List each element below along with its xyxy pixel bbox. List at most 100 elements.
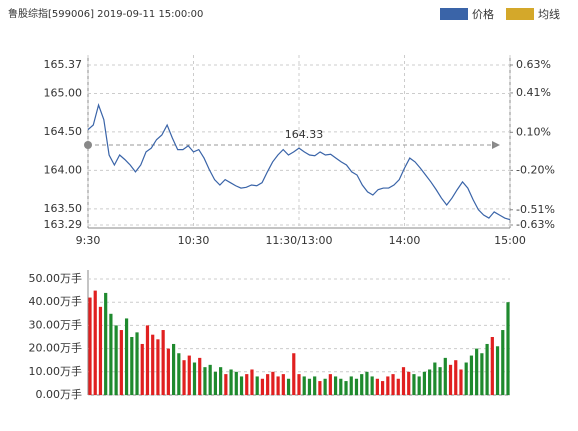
volume-bar [286, 378, 291, 395]
volume-bar [422, 371, 426, 395]
volume-bar [151, 334, 155, 395]
volume-bar [119, 330, 123, 395]
volume-bar [172, 343, 176, 395]
volume-bar [104, 292, 108, 395]
x-tick-label: 10:30 [178, 234, 210, 247]
y-tick-label: 163.29 [44, 218, 83, 231]
volume-bar [454, 360, 458, 395]
volume-bar [271, 371, 275, 395]
volume-bar [229, 369, 233, 395]
volume-bar [98, 306, 103, 395]
y-tick-label: 165.00 [44, 86, 83, 99]
volume-bar [401, 367, 406, 395]
volume-bar [459, 369, 463, 395]
y-tick-label: 164.50 [44, 125, 83, 138]
volume-bar [297, 374, 301, 395]
y2-tick-label: -0.51% [516, 203, 555, 216]
volume-bar [250, 369, 254, 395]
volume-bar [313, 376, 317, 395]
volume-bar [182, 360, 186, 395]
x-tick-label: 9:30 [76, 234, 101, 247]
y2-tick-label: 0.63% [516, 58, 551, 71]
volume-bar [438, 367, 442, 395]
volume-bar [391, 374, 395, 395]
y-tick-label: 20.00万手 [29, 341, 83, 355]
volume-bar [213, 371, 217, 395]
volume-bar [239, 376, 244, 395]
volume-bar [433, 362, 437, 395]
volume-bar [464, 362, 468, 395]
y-tick-label: 30.00万手 [29, 317, 83, 331]
x-tick-label: 15:00 [494, 234, 526, 247]
volume-bar [375, 378, 379, 395]
volume-bar [281, 374, 285, 395]
y-tick-label: 163.50 [44, 202, 83, 215]
reference-label: 164.33 [285, 128, 324, 141]
volume-bar [88, 297, 92, 395]
volume-bar [396, 378, 400, 395]
volume-bar [266, 374, 270, 395]
volume-bar [370, 376, 374, 395]
volume-bar [292, 353, 296, 395]
y2-tick-label: -0.20% [516, 163, 555, 176]
volume-bar [443, 357, 447, 395]
volume-bar [203, 367, 207, 395]
volume-bar [156, 339, 160, 395]
volume-bar [255, 376, 259, 395]
volume-bar [339, 378, 343, 395]
y-tick-label: 0.00万手 [36, 387, 83, 401]
volume-bar [177, 353, 181, 395]
volume-bar [302, 376, 306, 395]
volume-bar [349, 376, 353, 395]
volume-bar [224, 374, 228, 395]
volume-bar [219, 367, 223, 395]
volume-bar [386, 376, 390, 395]
volume-bar [333, 376, 338, 395]
volume-bar [381, 381, 385, 395]
volume-bar [260, 378, 265, 395]
volume-bar [135, 332, 139, 395]
legend-label: 均线 [538, 7, 560, 21]
volume-bar [344, 381, 348, 395]
price-line [87, 102, 511, 221]
volume-bar [130, 337, 134, 395]
volume-bar [307, 378, 312, 395]
volume-bar [495, 346, 500, 395]
volume-bar [417, 376, 421, 395]
volume-bar [323, 378, 327, 395]
volume-bar [360, 374, 364, 395]
volume-bar [365, 371, 369, 395]
y2-tick-label: -0.63% [516, 218, 555, 231]
volume-bar [328, 374, 332, 395]
volume-bar [318, 381, 322, 395]
volume-bar [276, 376, 280, 395]
y-tick-label: 50.00万手 [29, 271, 83, 285]
legend-label: 价格 [472, 7, 494, 21]
volume-bar [245, 374, 249, 395]
volume-bar [93, 290, 97, 395]
volume-bar [506, 302, 510, 395]
volume-bar [469, 355, 474, 395]
volume-bar [448, 364, 453, 395]
y-tick-label: 40.00万手 [29, 294, 83, 308]
volume-bar [109, 313, 113, 395]
volume-bar [208, 364, 212, 395]
volume-bar [428, 369, 432, 395]
y-tick-label: 165.37 [44, 58, 83, 71]
y-tick-label: 164.00 [44, 163, 83, 176]
volume-bar [187, 355, 191, 395]
volume-bar [490, 337, 494, 395]
volume-bar [354, 378, 359, 395]
volume-bar [124, 318, 129, 395]
volume-bar [114, 325, 118, 395]
volume-bar [480, 353, 484, 395]
x-tick-label: 14:00 [389, 234, 421, 247]
legend-swatch [506, 8, 534, 20]
legend-swatch [440, 8, 468, 20]
y2-tick-label: 0.10% [516, 125, 551, 138]
volume-bar [166, 348, 170, 395]
volume-bar [145, 325, 150, 395]
y-tick-label: 10.00万手 [29, 364, 83, 378]
reference-dot [84, 141, 92, 149]
